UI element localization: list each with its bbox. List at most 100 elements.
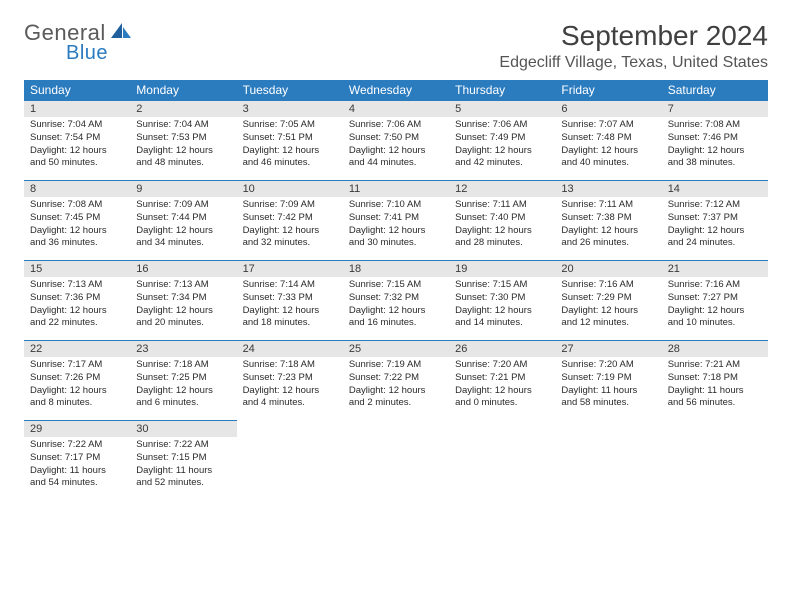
day-info-line: and 46 minutes. <box>243 157 337 170</box>
day-info-line: Sunset: 7:21 PM <box>455 372 549 385</box>
day-info-line: Sunset: 7:45 PM <box>30 212 124 225</box>
day-info-line: Sunset: 7:26 PM <box>30 372 124 385</box>
calendar-day-cell: 9Sunrise: 7:09 AMSunset: 7:44 PMDaylight… <box>130 180 236 260</box>
day-info-line: Sunset: 7:17 PM <box>30 452 124 465</box>
day-info-line: Daylight: 12 hours <box>30 385 124 398</box>
day-info-line: and 58 minutes. <box>561 397 655 410</box>
calendar-day-cell: 3Sunrise: 7:05 AMSunset: 7:51 PMDaylight… <box>237 100 343 180</box>
calendar-day-cell: 19Sunrise: 7:15 AMSunset: 7:30 PMDayligh… <box>449 260 555 340</box>
day-info: Sunrise: 7:18 AMSunset: 7:25 PMDaylight:… <box>130 357 236 416</box>
day-info: Sunrise: 7:22 AMSunset: 7:15 PMDaylight:… <box>130 437 236 496</box>
day-info-line: Sunset: 7:38 PM <box>561 212 655 225</box>
day-info-line: Sunrise: 7:22 AM <box>136 439 230 452</box>
day-info-line: Sunrise: 7:21 AM <box>668 359 762 372</box>
day-info-line: and 24 minutes. <box>668 237 762 250</box>
day-info-line: Sunset: 7:19 PM <box>561 372 655 385</box>
day-info-line: Sunrise: 7:22 AM <box>30 439 124 452</box>
day-info-line: Sunset: 7:41 PM <box>349 212 443 225</box>
calendar-day-cell: 28Sunrise: 7:21 AMSunset: 7:18 PMDayligh… <box>662 340 768 420</box>
day-info-line: Sunrise: 7:10 AM <box>349 199 443 212</box>
day-info: Sunrise: 7:15 AMSunset: 7:30 PMDaylight:… <box>449 277 555 336</box>
calendar-day-cell: 18Sunrise: 7:15 AMSunset: 7:32 PMDayligh… <box>343 260 449 340</box>
day-info: Sunrise: 7:06 AMSunset: 7:50 PMDaylight:… <box>343 117 449 176</box>
calendar-day-cell: 25Sunrise: 7:19 AMSunset: 7:22 PMDayligh… <box>343 340 449 420</box>
day-info-line: Daylight: 12 hours <box>243 225 337 238</box>
calendar-day-cell <box>343 420 449 500</box>
day-info-line: Sunset: 7:46 PM <box>668 132 762 145</box>
day-info: Sunrise: 7:13 AMSunset: 7:36 PMDaylight:… <box>24 277 130 336</box>
day-info-line: Sunrise: 7:09 AM <box>136 199 230 212</box>
calendar-day-cell: 22Sunrise: 7:17 AMSunset: 7:26 PMDayligh… <box>24 340 130 420</box>
day-info-line: Daylight: 12 hours <box>561 145 655 158</box>
calendar-day-cell: 4Sunrise: 7:06 AMSunset: 7:50 PMDaylight… <box>343 100 449 180</box>
weekday-header: Monday <box>130 80 236 100</box>
day-info-line: Sunset: 7:15 PM <box>136 452 230 465</box>
location: Edgecliff Village, Texas, United States <box>499 54 768 72</box>
day-info-line: Sunrise: 7:11 AM <box>561 199 655 212</box>
day-info-line: Daylight: 12 hours <box>30 225 124 238</box>
day-info-line: Daylight: 12 hours <box>349 225 443 238</box>
day-number: 17 <box>237 260 343 277</box>
day-info-line: Sunset: 7:32 PM <box>349 292 443 305</box>
day-number: 7 <box>662 100 768 117</box>
weekday-header: Sunday <box>24 80 130 100</box>
day-info-line: Sunrise: 7:15 AM <box>349 279 443 292</box>
calendar-week-row: 15Sunrise: 7:13 AMSunset: 7:36 PMDayligh… <box>24 260 768 340</box>
day-info: Sunrise: 7:13 AMSunset: 7:34 PMDaylight:… <box>130 277 236 336</box>
calendar-week-row: 22Sunrise: 7:17 AMSunset: 7:26 PMDayligh… <box>24 340 768 420</box>
calendar-day-cell: 21Sunrise: 7:16 AMSunset: 7:27 PMDayligh… <box>662 260 768 340</box>
day-number: 26 <box>449 340 555 357</box>
day-info-line: Sunrise: 7:14 AM <box>243 279 337 292</box>
day-info-line: Sunrise: 7:05 AM <box>243 119 337 132</box>
header: General Blue September 2024 Edgecliff Vi… <box>24 20 768 72</box>
title-block: September 2024 Edgecliff Village, Texas,… <box>499 20 768 72</box>
day-info-line: and 6 minutes. <box>136 397 230 410</box>
day-number: 6 <box>555 100 661 117</box>
day-info-line: Daylight: 12 hours <box>455 145 549 158</box>
calendar-week-row: 1Sunrise: 7:04 AMSunset: 7:54 PMDaylight… <box>24 100 768 180</box>
day-number: 5 <box>449 100 555 117</box>
day-info-line: and 56 minutes. <box>668 397 762 410</box>
day-info-line: and 38 minutes. <box>668 157 762 170</box>
day-number: 1 <box>24 100 130 117</box>
day-info-line: Sunset: 7:37 PM <box>668 212 762 225</box>
day-info-line: Sunset: 7:30 PM <box>455 292 549 305</box>
day-info-line: and 10 minutes. <box>668 317 762 330</box>
day-info-line: Sunrise: 7:08 AM <box>30 199 124 212</box>
day-info-line: Daylight: 11 hours <box>30 465 124 478</box>
day-info: Sunrise: 7:21 AMSunset: 7:18 PMDaylight:… <box>662 357 768 416</box>
day-info-line: Daylight: 12 hours <box>136 305 230 318</box>
calendar-day-cell: 10Sunrise: 7:09 AMSunset: 7:42 PMDayligh… <box>237 180 343 260</box>
day-number: 2 <box>130 100 236 117</box>
day-info-line: Sunrise: 7:16 AM <box>561 279 655 292</box>
day-number: 12 <box>449 180 555 197</box>
day-info-line: Daylight: 12 hours <box>455 305 549 318</box>
day-info-line: Sunrise: 7:17 AM <box>30 359 124 372</box>
day-info-line: and 40 minutes. <box>561 157 655 170</box>
day-info-line: Sunset: 7:27 PM <box>668 292 762 305</box>
day-info-line: Daylight: 12 hours <box>349 145 443 158</box>
day-info-line: and 34 minutes. <box>136 237 230 250</box>
day-number: 15 <box>24 260 130 277</box>
day-info-line: Daylight: 12 hours <box>561 225 655 238</box>
weekday-header: Saturday <box>662 80 768 100</box>
day-info-line: Sunrise: 7:20 AM <box>561 359 655 372</box>
day-number: 14 <box>662 180 768 197</box>
day-info-line: Sunrise: 7:19 AM <box>349 359 443 372</box>
day-info-line: Daylight: 12 hours <box>455 225 549 238</box>
day-info-line: Sunrise: 7:12 AM <box>668 199 762 212</box>
calendar-day-cell: 13Sunrise: 7:11 AMSunset: 7:38 PMDayligh… <box>555 180 661 260</box>
day-info-line: Sunset: 7:48 PM <box>561 132 655 145</box>
day-info-line: and 22 minutes. <box>30 317 124 330</box>
day-info-line: Sunrise: 7:16 AM <box>668 279 762 292</box>
day-number: 30 <box>130 420 236 437</box>
day-info-line: and 30 minutes. <box>349 237 443 250</box>
day-info-line: Sunrise: 7:09 AM <box>243 199 337 212</box>
calendar-day-cell: 11Sunrise: 7:10 AMSunset: 7:41 PMDayligh… <box>343 180 449 260</box>
day-info-line: Sunset: 7:49 PM <box>455 132 549 145</box>
day-number: 24 <box>237 340 343 357</box>
day-info-line: and 50 minutes. <box>30 157 124 170</box>
weekday-header-row: SundayMondayTuesdayWednesdayThursdayFrid… <box>24 80 768 100</box>
day-info: Sunrise: 7:11 AMSunset: 7:38 PMDaylight:… <box>555 197 661 256</box>
day-info-line: and 20 minutes. <box>136 317 230 330</box>
